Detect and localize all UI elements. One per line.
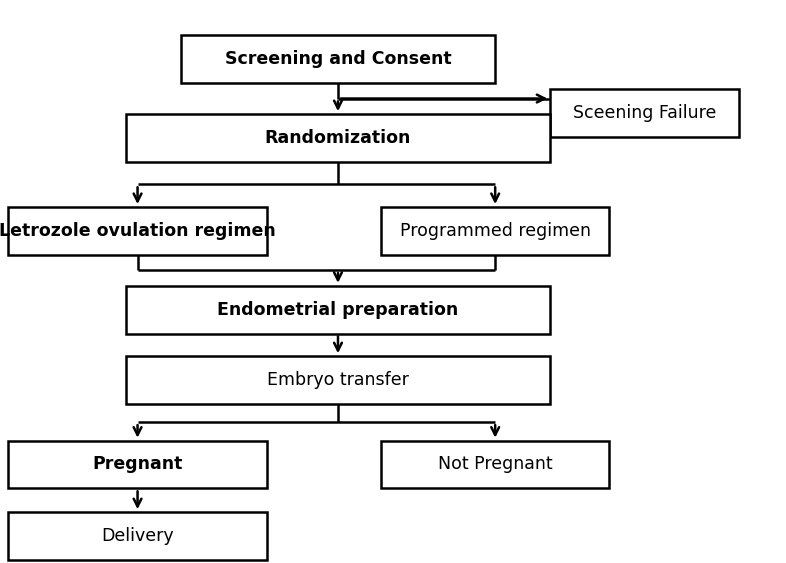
- Text: Randomization: Randomization: [265, 129, 411, 147]
- Bar: [381, 440, 609, 489]
- Bar: [8, 512, 267, 560]
- Bar: [126, 285, 550, 333]
- Text: Pregnant: Pregnant: [93, 455, 182, 473]
- Bar: [8, 440, 267, 489]
- Bar: [181, 35, 495, 83]
- Text: Sceening Failure: Sceening Failure: [573, 104, 716, 122]
- Bar: [550, 88, 739, 136]
- Text: Not Pregnant: Not Pregnant: [438, 455, 553, 473]
- Text: Delivery: Delivery: [101, 527, 174, 545]
- Bar: [8, 207, 267, 254]
- Text: Embryo transfer: Embryo transfer: [267, 371, 409, 389]
- Text: Letrozole ovulation regimen: Letrozole ovulation regimen: [0, 222, 276, 240]
- Bar: [126, 356, 550, 404]
- Text: Programmed regimen: Programmed regimen: [399, 222, 591, 240]
- Text: Endometrial preparation: Endometrial preparation: [218, 301, 458, 319]
- Bar: [381, 207, 609, 254]
- Text: Screening and Consent: Screening and Consent: [225, 50, 451, 68]
- Bar: [126, 114, 550, 162]
